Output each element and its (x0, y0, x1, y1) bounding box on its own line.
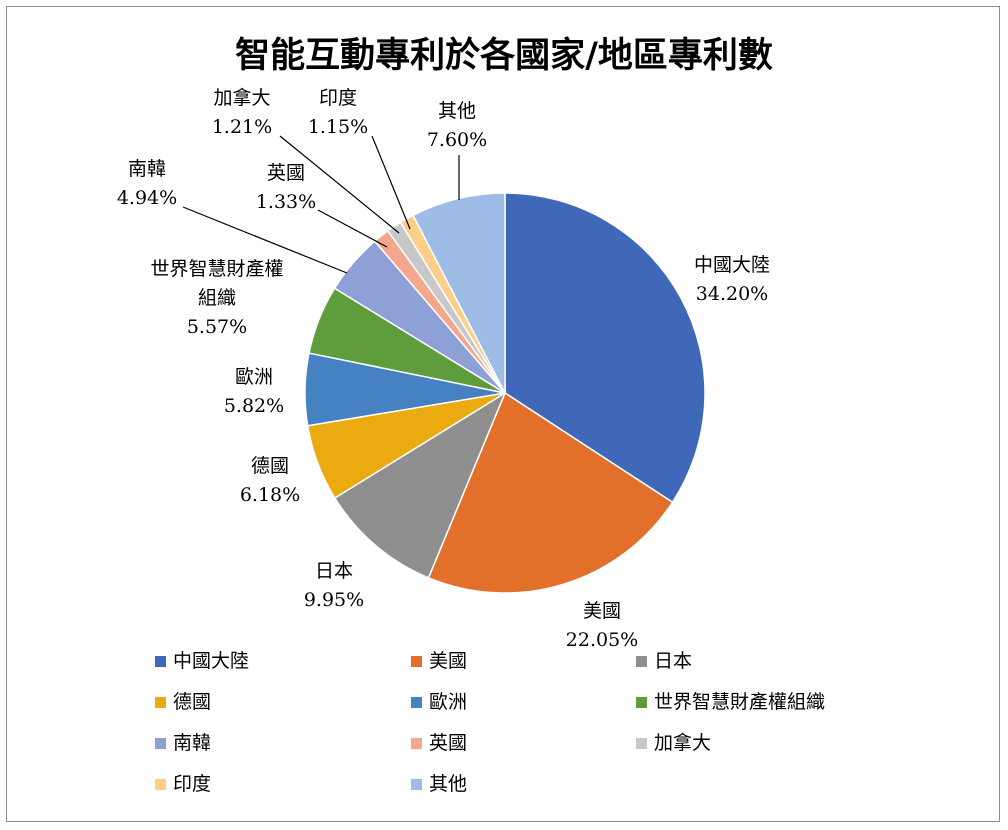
legend-swatch-1 (155, 656, 166, 667)
legend-label-9: 加拿大 (654, 731, 711, 754)
legend-label-5: 歐洲 (429, 691, 467, 713)
legend-swatch-5 (411, 697, 422, 708)
legend-item-7: 南韓 (155, 732, 211, 754)
leader-lines (182, 135, 460, 274)
slice-label-2: 美國 22.05% (566, 600, 638, 651)
legend-swatch-8 (411, 738, 422, 749)
chart-frame: 智能互動專利於各國家/地區專利數 中國大陸 34.20% 美國 22.05% 日本 9.9… (6, 6, 1000, 822)
legend-item-11: 其他 (411, 773, 467, 795)
legend-item-1: 中國大陸 (155, 650, 249, 672)
legend-item-2: 美國 (411, 650, 467, 672)
legend-swatch-11 (411, 779, 422, 790)
slice-label-8: 英國 1.33% (256, 162, 316, 213)
slice-label-10: 印度 1.15% (308, 87, 368, 138)
pie-chart: 智能互動專利於各國家/地區專利數 中國大陸 34.20% 美國 22.05% 日本 9.9… (117, 35, 825, 795)
leader-line-7 (182, 206, 348, 274)
legend-label-8: 英國 (429, 732, 467, 754)
slice-label-7: 南韓 4.94% (117, 158, 177, 209)
legend-label-10: 印度 (173, 773, 211, 795)
slice-label-4: 德國 6.18% (240, 455, 300, 506)
pie-slices (304, 192, 706, 594)
pie-slice-11 (412, 192, 506, 394)
slice-label-5: 歐洲 5.82% (224, 366, 284, 417)
legend-item-4: 德國 (155, 691, 211, 713)
legend-label-6: 世界智慧財產權組織 (654, 691, 825, 713)
legend-item-3: 日本 (636, 650, 692, 672)
legend-label-4: 德國 (173, 691, 211, 713)
pie-slice-3 (333, 391, 507, 579)
legend-swatch-2 (411, 656, 422, 667)
slice-label-6: 世界智慧財產權組織 5.57% (150, 258, 283, 338)
legend-item-8: 英國 (411, 732, 467, 754)
pie-slice-2 (427, 391, 674, 594)
leader-line-10 (371, 135, 411, 230)
slice-label-3: 日本 9.95% (304, 560, 364, 611)
slice-label-9: 加拿大 1.21% (212, 86, 272, 138)
legend-item-10: 印度 (155, 773, 211, 795)
legend-label-1: 中國大陸 (173, 650, 249, 672)
legend-item-6: 世界智慧財產權組織 (636, 691, 825, 713)
chart-title: 智能互動專利於各國家/地區專利數 (235, 35, 773, 76)
legend-label-7: 南韓 (173, 732, 211, 754)
legend-swatch-4 (155, 697, 166, 708)
legend-label-3: 日本 (654, 650, 692, 672)
legend-swatch-3 (636, 656, 647, 667)
legend-swatch-6 (636, 697, 647, 708)
legend-swatch-7 (155, 738, 166, 749)
legend-swatch-9 (636, 738, 647, 749)
legend-label-2: 美國 (429, 650, 467, 672)
slice-label-1: 中國大陸 34.20% (694, 254, 770, 305)
legend-item-5: 歐洲 (411, 691, 467, 713)
leader-line-9 (279, 135, 400, 234)
leader-line-8 (317, 209, 388, 248)
slice-label-11: 其他 7.60% (427, 100, 487, 151)
legend-item-9: 加拿大 (636, 731, 711, 754)
legend-swatch-10 (155, 779, 166, 790)
data-labels: 中國大陸 34.20% 美國 22.05% 日本 9.95% 德國 6.18% 歐洲 5.82% 世… (117, 86, 770, 651)
legend-label-11: 其他 (429, 773, 467, 795)
